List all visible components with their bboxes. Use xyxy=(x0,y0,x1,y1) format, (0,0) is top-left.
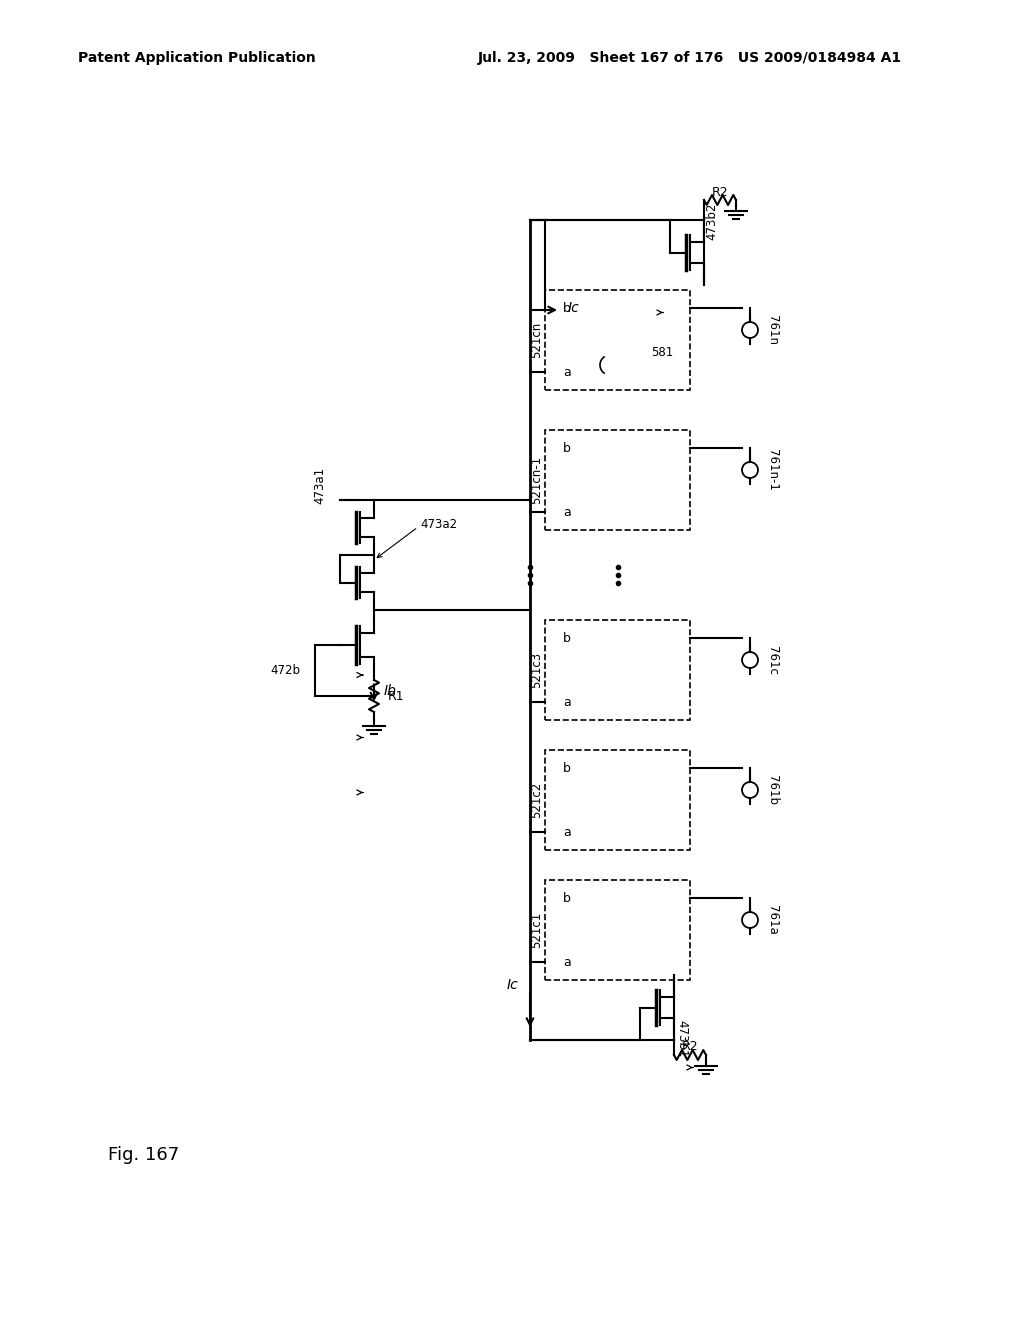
Text: 521c2: 521c2 xyxy=(530,781,544,818)
Text: 473b2: 473b2 xyxy=(706,203,719,240)
Bar xyxy=(545,750,690,850)
Text: b: b xyxy=(563,301,571,314)
Text: 472b: 472b xyxy=(270,664,300,676)
Bar xyxy=(545,290,690,389)
Text: b: b xyxy=(563,441,571,454)
Text: 473a1: 473a1 xyxy=(313,466,327,503)
Text: a: a xyxy=(563,366,570,379)
Text: 473a2: 473a2 xyxy=(420,519,457,532)
Text: a: a xyxy=(563,956,570,969)
Text: Jul. 23, 2009   Sheet 167 of 176   US 2009/0184984 A1: Jul. 23, 2009 Sheet 167 of 176 US 2009/0… xyxy=(478,51,902,65)
Text: 521c3: 521c3 xyxy=(530,652,544,688)
Text: Ib: Ib xyxy=(384,684,397,698)
Text: R2: R2 xyxy=(682,1040,698,1053)
Text: a: a xyxy=(563,825,570,838)
Text: 761b: 761b xyxy=(766,775,778,805)
Text: 761n-1: 761n-1 xyxy=(766,449,778,491)
Text: R1: R1 xyxy=(388,689,404,702)
Bar xyxy=(545,620,690,719)
Text: 521c1: 521c1 xyxy=(530,912,544,948)
Bar xyxy=(545,430,690,531)
Text: b: b xyxy=(563,631,571,644)
Text: R2: R2 xyxy=(712,186,728,198)
Text: b: b xyxy=(563,762,571,775)
Text: 521cn: 521cn xyxy=(530,322,544,358)
Text: 761c: 761c xyxy=(766,645,778,675)
Text: 521cn-1: 521cn-1 xyxy=(530,455,544,504)
Text: Patent Application Publication: Patent Application Publication xyxy=(78,51,315,65)
Text: b: b xyxy=(563,891,571,904)
Text: Fig. 167: Fig. 167 xyxy=(108,1146,179,1164)
Text: 761n: 761n xyxy=(766,315,778,345)
Text: 581: 581 xyxy=(651,346,673,359)
Text: Ic: Ic xyxy=(568,301,580,315)
Text: Ic: Ic xyxy=(506,978,518,993)
Text: 761a: 761a xyxy=(766,906,778,935)
Text: 473b1: 473b1 xyxy=(676,1020,688,1057)
Bar xyxy=(545,880,690,979)
Text: a: a xyxy=(563,506,570,519)
Text: a: a xyxy=(563,696,570,709)
